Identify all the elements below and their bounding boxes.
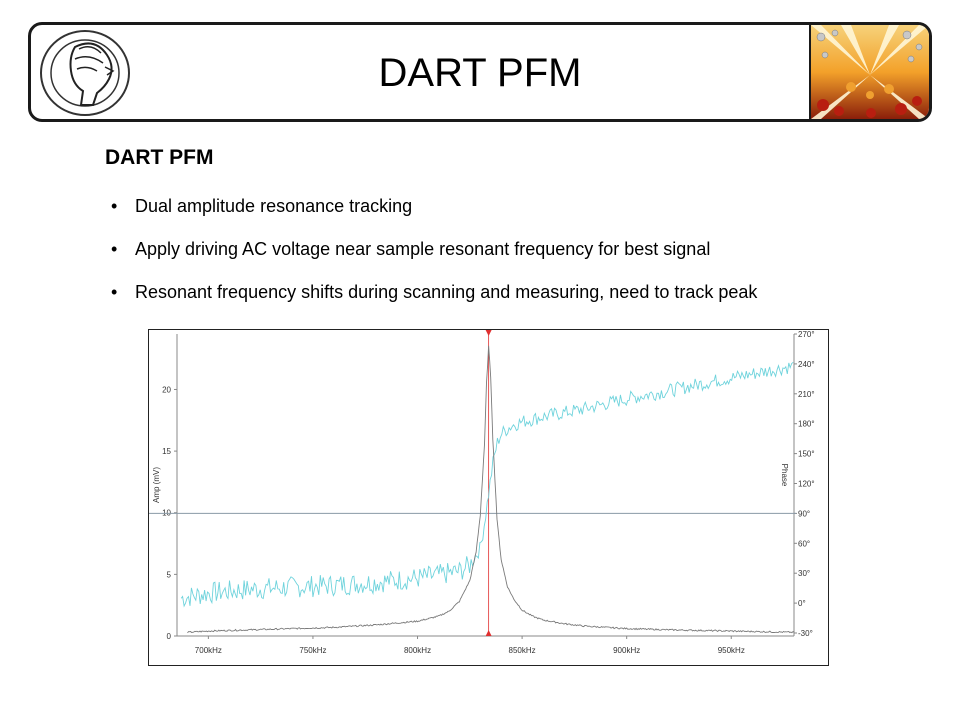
amplitude-series-line (187, 345, 795, 634)
title-banner: DART PFM (28, 22, 932, 122)
bullet-icon: • (111, 196, 118, 216)
slide-title: DART PFM (378, 51, 582, 95)
y2-tick-label: 240° (798, 360, 815, 369)
bullet-text: Dual amplitude resonance tracking (135, 196, 413, 216)
resonance-plot: 05101520-30°0°30°60°90°120°150°180°210°2… (149, 330, 815, 655)
x-tick-label: 850kHz (509, 646, 536, 655)
bullet-text: Resonant frequency shifts during scannin… (135, 282, 758, 302)
y2-tick-label: 150° (798, 450, 815, 459)
x-tick-label: 800kHz (404, 646, 431, 655)
peak-marker-top (485, 330, 492, 336)
x-tick-label: 900kHz (613, 646, 640, 655)
peak-marker-bottom (485, 630, 492, 636)
y-tick-label: 20 (162, 385, 171, 394)
minerva-logo (40, 30, 130, 116)
phase-series-line (180, 361, 794, 608)
y2-tick-label: 60° (798, 539, 810, 548)
y-tick-label: 5 (167, 570, 172, 579)
y2-tick-label: 0° (798, 599, 806, 608)
y2-tick-label: 210° (798, 390, 815, 399)
section-heading: DART PFM (105, 146, 214, 169)
x-tick-label: 950kHz (718, 646, 745, 655)
bullet-text: Apply driving AC voltage near sample res… (135, 239, 711, 259)
bullet-list: • Dual amplitude resonance tracking • Appl… (105, 192, 925, 321)
crystal-lattice-image (809, 25, 929, 119)
bullet-item: • Apply driving AC voltage near sample re… (105, 235, 925, 278)
bullet-icon: • (111, 239, 118, 259)
bullet-icon: • (111, 282, 118, 302)
y2-tick-label: 270° (798, 330, 815, 339)
y2-tick-label: 180° (798, 420, 815, 429)
resonance-chart: 0 5 10 15 20 -30° 0° 30° 60° 90° 120° 150° 180° 210° 2… (148, 329, 829, 666)
y2-tick-label: -30° (798, 629, 813, 638)
y2-tick-label: 30° (798, 569, 810, 578)
y-tick-label: 15 (162, 447, 171, 456)
x-tick-label: 750kHz (299, 646, 326, 655)
y-tick-label: 0 (167, 632, 172, 641)
bullet-item: • Resonant frequency shifts during scanni… (105, 278, 925, 321)
y2-tick-label: 120° (798, 480, 815, 489)
y2-axis-title: Phase (780, 464, 789, 487)
y2-tick-label: 90° (798, 509, 810, 518)
y-axis-title: Amp (mV) (152, 467, 161, 503)
x-tick-label: 700kHz (195, 646, 222, 655)
bullet-item: • Dual amplitude resonance tracking (105, 192, 925, 235)
